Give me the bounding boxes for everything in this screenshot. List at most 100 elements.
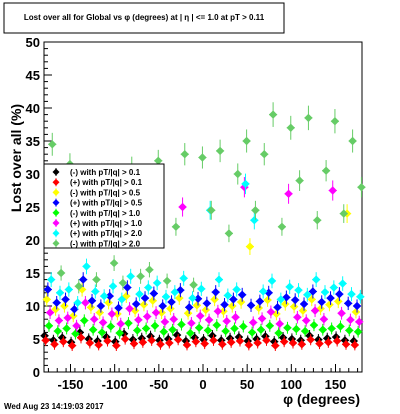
- data-point: [79, 275, 88, 284]
- data-point: [352, 301, 362, 311]
- data-point: [299, 299, 309, 309]
- data-point: [310, 306, 320, 315]
- data-point: [42, 295, 51, 304]
- legend-entry: (+) with pT/|q| > 2.0: [70, 229, 143, 238]
- data-point: [326, 293, 335, 303]
- data-point: [313, 216, 322, 225]
- data-point: [156, 340, 165, 349]
- data-point: [279, 337, 289, 346]
- data-point: [117, 295, 127, 304]
- y-tick-label: 50: [26, 35, 40, 50]
- data-point: [357, 183, 366, 192]
- data-point: [52, 298, 61, 307]
- data-point: [60, 301, 69, 311]
- data-point: [284, 189, 293, 198]
- legend-marker: [52, 168, 60, 176]
- timestamp-footer: Wed Aug 23 14:19:03 2017: [4, 402, 104, 411]
- data-point: [347, 289, 356, 299]
- data-point: [320, 287, 330, 297]
- data-point: [283, 323, 292, 332]
- data-point: [226, 338, 236, 347]
- data-point: [137, 334, 146, 343]
- data-point: [210, 295, 219, 304]
- data-point: [71, 329, 80, 338]
- data-point: [105, 291, 114, 301]
- data-point: [138, 338, 148, 347]
- data-point: [281, 299, 290, 309]
- data-point: [84, 334, 93, 344]
- data-point: [327, 324, 336, 333]
- data-point: [133, 326, 142, 335]
- data-point: [267, 276, 277, 286]
- data-point: [74, 282, 83, 291]
- data-point: [159, 327, 168, 336]
- data-point: [215, 146, 225, 156]
- data-point: [253, 338, 262, 348]
- data-point: [179, 274, 188, 283]
- data-point: [194, 323, 204, 332]
- data-point: [196, 311, 205, 321]
- data-point: [317, 297, 326, 307]
- data-point: [211, 287, 220, 297]
- data-point: [67, 341, 77, 350]
- data-point: [185, 303, 194, 312]
- legend-marker: [52, 239, 60, 247]
- data-point: [108, 282, 118, 291]
- data-point: [175, 293, 184, 303]
- data-point: [309, 320, 319, 330]
- data-point: [62, 324, 71, 333]
- data-point: [135, 289, 144, 299]
- data-point: [297, 340, 307, 349]
- legend-entry: (+) with pT/|q| > 0.1: [70, 178, 143, 187]
- data-point: [145, 265, 154, 274]
- data-point: [289, 302, 299, 311]
- data-point: [124, 318, 133, 328]
- data-point: [351, 307, 361, 317]
- data-point: [249, 318, 258, 327]
- data-point: [91, 287, 100, 296]
- data-point: [293, 313, 302, 322]
- data-point: [148, 296, 157, 305]
- data-point: [274, 328, 283, 338]
- data-point: [318, 325, 327, 334]
- data-point: [70, 305, 79, 314]
- data-point: [87, 296, 97, 305]
- legend-entry: (-) with pT/|q| > 2.0: [70, 239, 141, 248]
- data-point: [158, 301, 167, 311]
- legend-entry: (-) with pT/|q| > 1.0: [70, 209, 141, 218]
- data-point: [45, 308, 55, 317]
- data-point: [187, 318, 196, 328]
- data-point: [334, 297, 343, 306]
- data-point: [295, 176, 304, 185]
- y-tick-label: 20: [26, 233, 40, 248]
- x-tick-label: -50: [149, 377, 168, 392]
- data-point: [238, 290, 247, 299]
- y-tick-label: 15: [26, 266, 40, 281]
- data-point: [169, 315, 178, 324]
- data-point: [256, 325, 266, 334]
- data-point: [109, 258, 119, 268]
- data-point: [350, 340, 360, 350]
- data-point: [132, 299, 141, 309]
- data-point: [107, 309, 117, 319]
- y-tick-label: 25: [26, 200, 40, 215]
- data-point: [106, 322, 115, 331]
- data-point: [325, 300, 334, 309]
- data-point: [191, 337, 201, 346]
- data-point: [258, 287, 268, 296]
- data-point: [97, 328, 107, 337]
- data-point: [321, 166, 331, 175]
- data-point: [242, 136, 251, 146]
- data-point: [224, 229, 234, 238]
- data-point: [116, 319, 125, 329]
- data-point: [330, 117, 340, 126]
- data-point: [125, 304, 134, 313]
- data-point: [140, 293, 150, 303]
- data-point: [251, 206, 260, 215]
- legend-marker: [52, 178, 60, 186]
- data-point: [285, 282, 294, 292]
- data-point: [113, 309, 122, 319]
- data-point: [232, 285, 241, 294]
- y-tick-label: 0: [33, 365, 40, 380]
- data-point: [82, 262, 91, 271]
